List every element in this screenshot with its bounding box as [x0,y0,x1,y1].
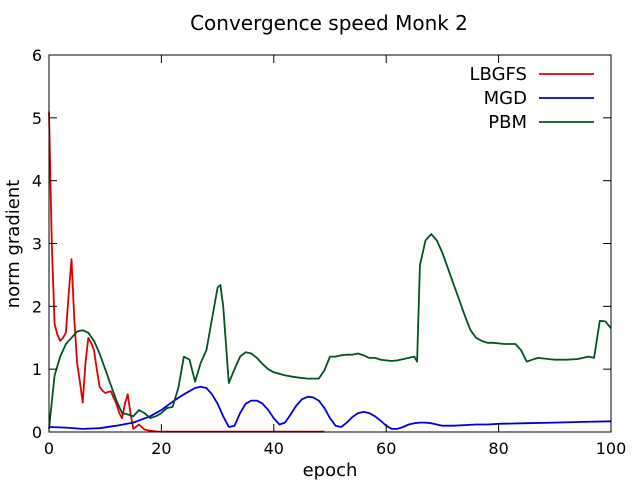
y-tick-label: 0 [32,423,42,442]
y-tick-label: 4 [32,172,42,191]
series-line-lbgfs [48,111,325,433]
series-line-pbm [48,233,612,429]
y-tick-label: 1 [32,360,42,379]
x-tick-label: 40 [264,439,284,458]
x-tick-label: 100 [596,439,627,458]
x-axis-label: epoch [303,460,358,480]
plot-lines [48,111,612,433]
series-line-mgd [48,385,612,430]
legend-label-mgd: MGD [484,88,527,109]
chart-title: Convergence speed Monk 2 [190,11,468,35]
ticks: 0 20 40 60 80 100 0 1 2 3 4 5 6 [32,46,626,458]
y-tick-label: 6 [32,46,42,65]
x-tick-label: 80 [488,439,508,458]
legend: LBGFS MGD PBM [470,64,594,133]
x-tick-label: 0 [44,439,54,458]
y-axis-label: norm gradient [3,180,24,309]
x-tick-label: 20 [151,439,171,458]
legend-label-lbgfs: LBGFS [470,64,527,85]
y-tick-label: 2 [32,297,42,316]
y-tick-label: 5 [32,109,42,128]
legend-label-pbm: PBM [488,112,527,133]
y-tick-label: 3 [32,235,42,254]
x-tick-label: 60 [376,439,396,458]
